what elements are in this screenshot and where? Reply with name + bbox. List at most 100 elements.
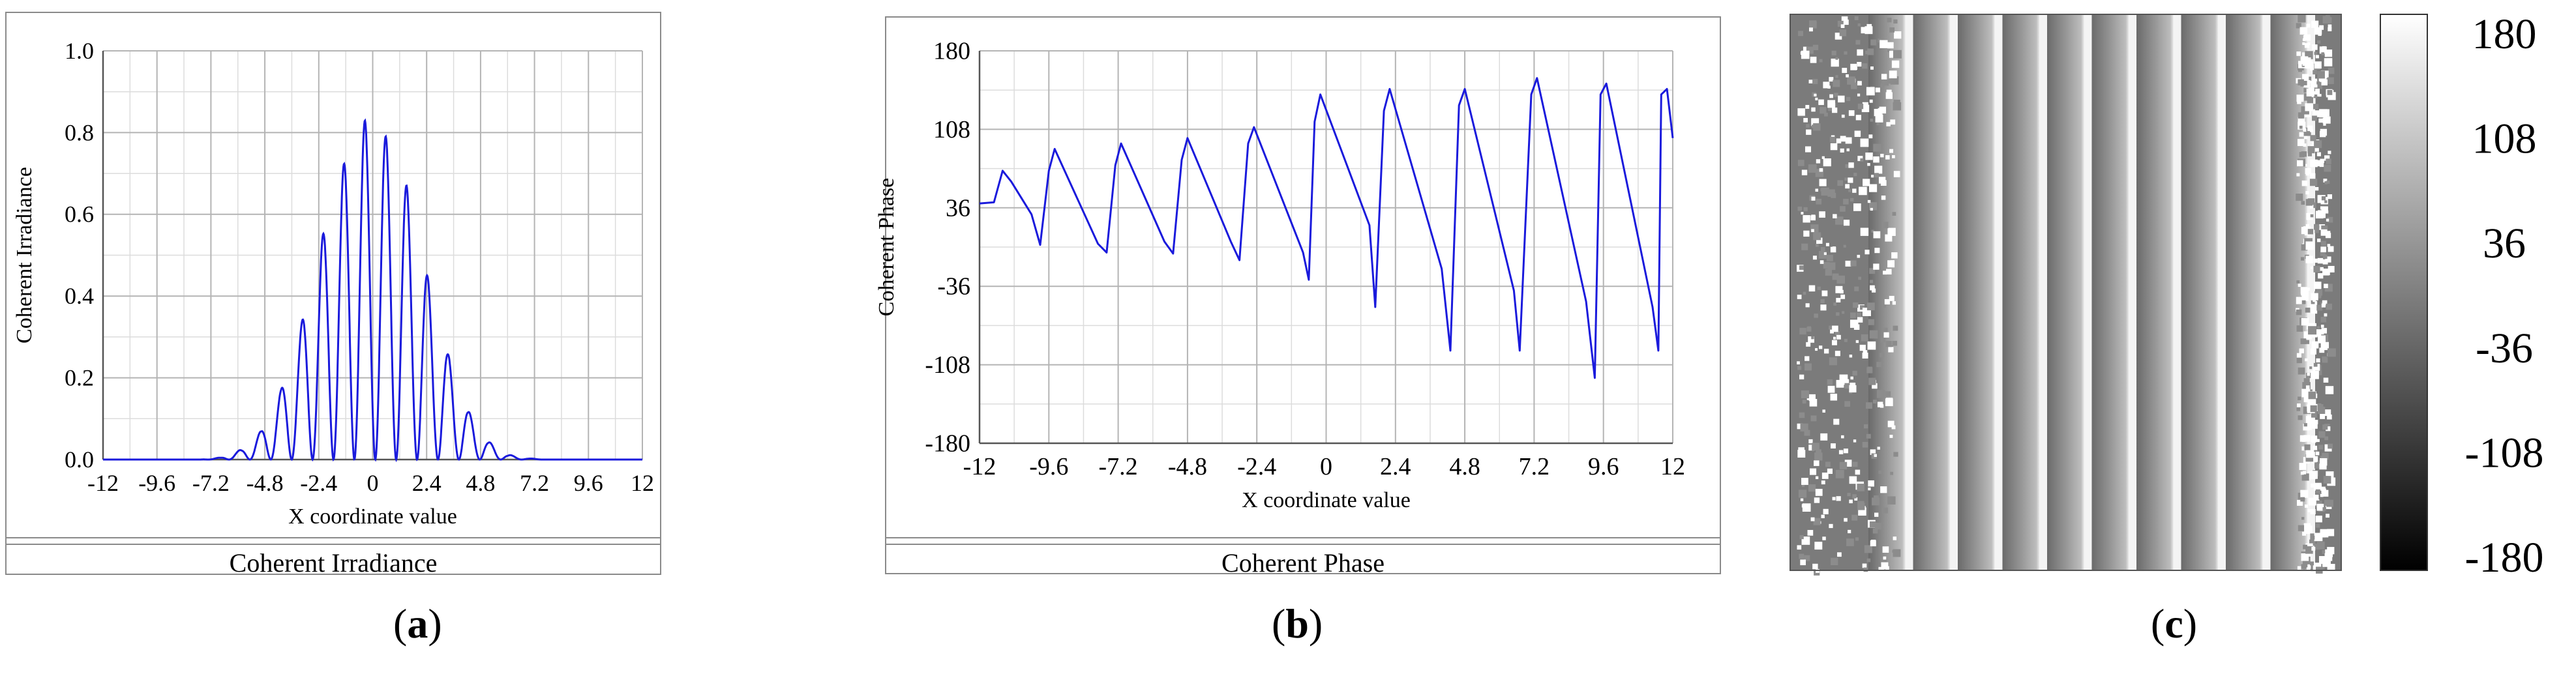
noise-speck — [1830, 393, 1838, 401]
noise-speck — [1820, 107, 1827, 114]
noise-speck — [1835, 33, 1842, 40]
noise-speck — [1838, 450, 1844, 454]
noise-speck — [2327, 348, 2336, 357]
noise-speck — [2322, 300, 2328, 306]
noise-speck — [2304, 444, 2311, 450]
noise-speck — [2314, 140, 2322, 149]
noise-speck — [1801, 243, 1808, 250]
noise-speck — [1870, 540, 1876, 547]
noise-speck — [1865, 50, 1869, 55]
noise-speck — [1845, 184, 1850, 189]
noise-speck — [1889, 27, 1895, 33]
x-tick-label: 2.4 — [412, 470, 442, 496]
noise-speck — [2298, 61, 2306, 68]
phase-series-line — [979, 77, 1674, 379]
noise-speck — [1846, 148, 1850, 152]
phase-wrap-line — [2262, 14, 2271, 570]
noise-speck — [1857, 81, 1862, 86]
noise-speck — [1876, 122, 1880, 126]
noise-speck — [1808, 164, 1817, 173]
noise-speck — [2296, 280, 2300, 284]
noise-speck — [1834, 93, 1838, 97]
noise-speck — [1813, 518, 1821, 525]
noise-speck — [1835, 75, 1838, 78]
noise-speck — [1881, 195, 1886, 200]
noise-speck — [2327, 89, 2333, 95]
noise-speck — [2296, 23, 2301, 29]
panel-c-caption-close: ) — [2183, 600, 2198, 647]
noise-speck — [1815, 188, 1819, 192]
noise-speck — [1836, 312, 1840, 316]
y-axis-title: Coherent Phase — [875, 178, 899, 316]
y-tick-label: 0.0 — [65, 447, 94, 473]
noise-speck — [1874, 173, 1879, 178]
noise-speck — [1813, 232, 1821, 241]
noise-speck — [1822, 409, 1826, 413]
noise-speck — [2309, 205, 2314, 209]
noise-speck — [2305, 307, 2311, 313]
noise-speck — [1843, 220, 1850, 226]
panel-a-frame — [5, 12, 661, 575]
noise-speck — [1872, 497, 1880, 506]
panel-a-caption-close: ) — [428, 600, 442, 647]
noise-speck — [1844, 51, 1848, 55]
noise-speck — [1891, 60, 1900, 68]
x-tick-label: -2.4 — [300, 470, 337, 496]
noise-speck — [1850, 312, 1856, 319]
noise-speck — [1816, 449, 1821, 455]
noise-speck — [2321, 328, 2328, 334]
noise-speck — [1866, 402, 1873, 409]
noise-speck — [2303, 435, 2311, 442]
irradiance-series-line — [103, 118, 642, 463]
colorbar-tick-label: 108 — [2472, 115, 2537, 163]
x-tick-label: -12 — [963, 453, 996, 480]
noise-speck — [1812, 79, 1818, 84]
noise-speck — [2327, 216, 2333, 223]
noise-speck — [2304, 504, 2308, 508]
noise-speck — [2325, 233, 2331, 239]
noise-speck — [1893, 325, 1898, 331]
noise-speck — [1855, 469, 1861, 475]
noise-speck — [1852, 370, 1857, 376]
noise-speck — [1845, 164, 1850, 168]
noise-speck — [2311, 422, 2318, 429]
noise-speck — [2320, 267, 2324, 271]
noise-speck — [1823, 252, 1827, 256]
noise-speck — [2305, 396, 2310, 402]
noise-speck — [1839, 462, 1848, 470]
noise-speck — [1819, 211, 1825, 218]
noise-speck — [2305, 103, 2313, 111]
noise-speck — [1868, 480, 1874, 487]
noise-speck — [1819, 59, 1823, 63]
noise-speck — [2317, 70, 2325, 79]
noise-speck — [2300, 257, 2305, 261]
noise-speck — [1820, 188, 1824, 192]
noise-speck — [1882, 80, 1889, 86]
x-tick-label: 7.2 — [520, 470, 549, 496]
panel-b-frame — [885, 16, 1721, 574]
noise-speck — [2325, 476, 2329, 479]
noise-speck — [1814, 314, 1818, 318]
noise-speck — [2305, 168, 2311, 174]
noise-speck — [2301, 465, 2305, 468]
noise-speck — [1818, 250, 1827, 259]
noise-speck — [1821, 290, 1828, 297]
noise-speck — [2299, 125, 2303, 129]
x-axis-title: X coordinate value — [288, 505, 457, 529]
y-tick-label: -180 — [925, 430, 970, 458]
noise-speck — [1811, 107, 1816, 112]
noise-speck — [1889, 149, 1894, 153]
noise-speck — [2296, 297, 2303, 304]
noise-speck — [2303, 88, 2309, 93]
noise-speck — [1797, 423, 1803, 430]
x-tick-label: -7.2 — [1099, 453, 1138, 480]
noise-speck — [2313, 299, 2316, 302]
noise-speck — [2317, 40, 2321, 44]
noise-speck — [2320, 158, 2325, 164]
noise-speck — [1885, 340, 1892, 347]
noise-speck — [2316, 81, 2320, 85]
noise-speck — [1880, 40, 1888, 48]
y-tick-label: 180 — [933, 38, 970, 65]
noise-speck — [2310, 348, 2317, 355]
noise-speck — [1810, 56, 1817, 63]
